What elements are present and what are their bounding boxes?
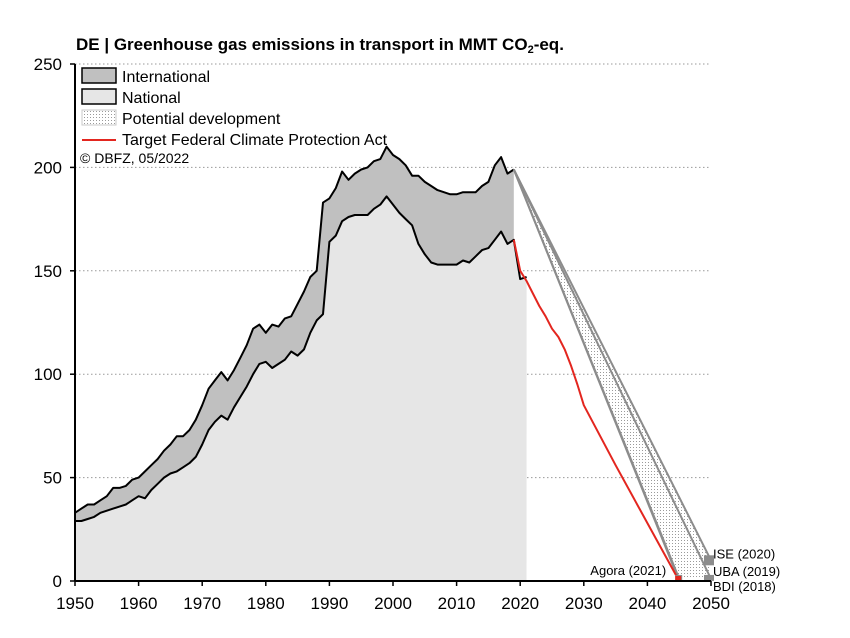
scenario-label-bdi: BDI (2018) — [713, 579, 776, 594]
legend: International National Potential developme… — [81, 67, 388, 149]
x-tick-label-1970: 1970 — [183, 594, 221, 613]
x-tick-label-1980: 1980 — [247, 594, 285, 613]
legend-label-target: Target Federal Climate Protection Act — [122, 132, 388, 149]
scenario-label-agora: Agora (2021) — [590, 563, 666, 578]
title-suffix: -eq. — [533, 35, 564, 54]
y-tick-label-50: 50 — [43, 469, 62, 488]
x-tick-label-2040: 2040 — [628, 594, 666, 613]
y-tick-label-0: 0 — [53, 572, 62, 591]
national-outline — [75, 195, 527, 522]
scenario-marker-agora — [675, 576, 682, 581]
axis-layer: 0 50 100 150 200 250 1950 1960 1970 1980 1990 2000 2… — [34, 55, 730, 613]
x-tick-label-2050: 2050 — [692, 594, 730, 613]
target-line — [512, 239, 681, 582]
y-tick-label-100: 100 — [34, 365, 62, 384]
scenario-marker-uba — [704, 574, 714, 581]
scenario-layer: ISE (2020) UBA (2019)BDI (2018) Agora (202… — [512, 169, 780, 594]
national-area — [75, 196, 527, 581]
x-tick-label-2010: 2010 — [438, 594, 476, 613]
x-tick-label-2030: 2030 — [565, 594, 603, 613]
copyright-note: © DBFZ, 05/2022 — [80, 150, 189, 166]
legend-label-international: International — [122, 69, 210, 86]
area-layer — [74, 145, 527, 581]
scenario-label-ise: ISE (2020) — [713, 546, 775, 561]
x-tick-label-1990: 1990 — [310, 594, 348, 613]
y-tick-label-250: 250 — [34, 55, 62, 74]
legend-label-national: National — [122, 90, 181, 107]
x-tick-label-1960: 1960 — [120, 594, 158, 613]
title-subscript: 2 — [527, 44, 534, 56]
y-tick-label-200: 200 — [34, 158, 62, 177]
legend-swatch-national — [81, 88, 117, 105]
chart-title: DE | Greenhouse gas emissions in transpo… — [76, 35, 564, 56]
title-main: DE | Greenhouse gas emissions in transpo… — [76, 35, 528, 54]
scenario-label-uba: UBA (2019) — [713, 564, 780, 579]
y-tick-label-150: 150 — [34, 262, 62, 281]
international-outline — [74, 145, 515, 514]
scenario-line-ise — [512, 169, 712, 561]
scenario-line-uba — [512, 169, 712, 580]
legend-swatch-potential — [81, 109, 117, 126]
scenario-marker-ise — [704, 555, 714, 566]
x-tick-label-2000: 2000 — [374, 594, 412, 613]
scenario-line-agora — [512, 169, 681, 582]
legend-label-potential: Potential development — [122, 111, 281, 128]
x-tick-label-2020: 2020 — [501, 594, 539, 613]
legend-swatch-international — [81, 67, 117, 84]
x-tick-label-1950: 1950 — [56, 594, 94, 613]
